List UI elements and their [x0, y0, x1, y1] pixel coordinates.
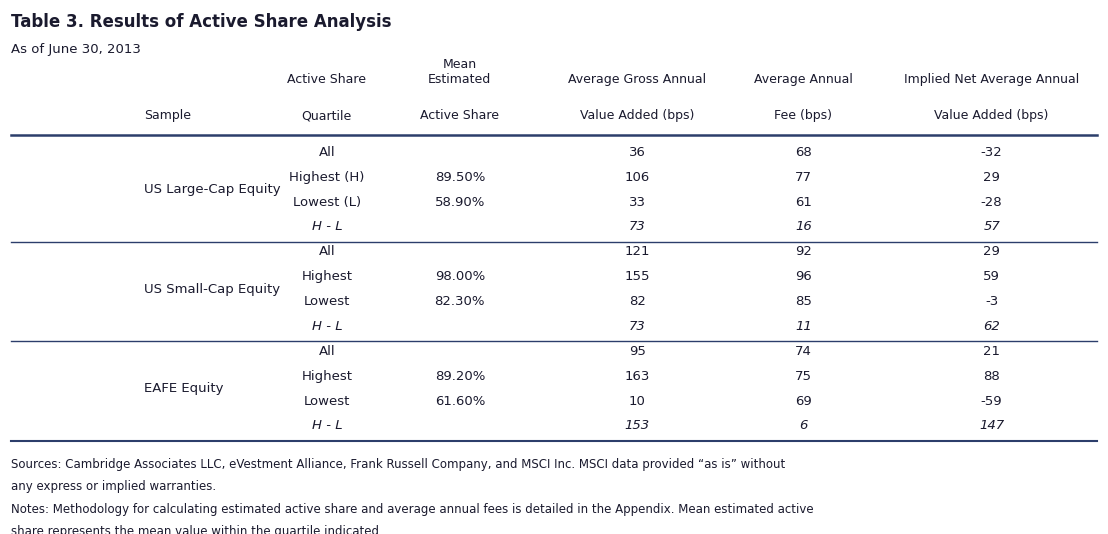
Text: Highest: Highest: [301, 270, 352, 283]
Text: Value Added (bps): Value Added (bps): [579, 109, 695, 122]
Text: 82: 82: [628, 295, 646, 308]
Text: 121: 121: [624, 245, 650, 258]
Text: 61.60%: 61.60%: [434, 395, 485, 407]
Text: All: All: [318, 146, 336, 159]
Text: Active Share: Active Share: [287, 73, 367, 86]
Text: H - L: H - L: [311, 221, 342, 233]
Text: any express or implied warranties.: any express or implied warranties.: [11, 481, 216, 493]
Text: 61: 61: [794, 195, 812, 209]
Text: 75: 75: [794, 370, 812, 383]
Text: 82.30%: 82.30%: [434, 295, 485, 308]
Text: Lowest (L): Lowest (L): [293, 195, 361, 209]
Text: Fee (bps): Fee (bps): [774, 109, 832, 122]
Text: 69: 69: [794, 395, 812, 407]
Text: Mean
Estimated: Mean Estimated: [428, 58, 492, 86]
Text: share represents the mean value within the quartile indicated.: share represents the mean value within t…: [11, 525, 383, 534]
Text: 11: 11: [794, 320, 812, 333]
Text: 16: 16: [794, 221, 812, 233]
Text: 96: 96: [794, 270, 812, 283]
Text: Lowest: Lowest: [304, 295, 350, 308]
Text: Notes: Methodology for calculating estimated active share and average annual fee: Notes: Methodology for calculating estim…: [11, 502, 813, 516]
Text: 98.00%: 98.00%: [434, 270, 485, 283]
Text: Average Gross Annual: Average Gross Annual: [568, 73, 706, 86]
Text: 21: 21: [983, 345, 1001, 358]
Text: 89.50%: 89.50%: [434, 171, 485, 184]
Text: 74: 74: [794, 345, 812, 358]
Text: All: All: [318, 245, 336, 258]
Text: 59: 59: [983, 270, 1001, 283]
Text: 29: 29: [983, 171, 1001, 184]
Text: 62: 62: [983, 320, 1001, 333]
Text: 36: 36: [628, 146, 646, 159]
Text: As of June 30, 2013: As of June 30, 2013: [11, 43, 141, 56]
Text: Highest (H): Highest (H): [289, 171, 365, 184]
Text: Quartile: Quartile: [301, 109, 352, 122]
Text: -3: -3: [985, 295, 998, 308]
Text: Active Share: Active Share: [420, 109, 500, 122]
Text: US Small-Cap Equity: US Small-Cap Equity: [144, 282, 280, 296]
Text: -59: -59: [981, 395, 1003, 407]
Text: 92: 92: [794, 245, 812, 258]
Text: Highest: Highest: [301, 370, 352, 383]
Text: 10: 10: [628, 395, 646, 407]
Text: 147: 147: [979, 420, 1004, 433]
Text: Average Annual: Average Annual: [753, 73, 853, 86]
Text: 33: 33: [628, 195, 646, 209]
Text: Sample: Sample: [144, 109, 191, 122]
Text: -32: -32: [981, 146, 1003, 159]
Text: 155: 155: [624, 270, 650, 283]
Text: 153: 153: [625, 420, 649, 433]
Text: 73: 73: [628, 320, 646, 333]
Text: EAFE Equity: EAFE Equity: [144, 382, 224, 395]
Text: H - L: H - L: [311, 420, 342, 433]
Text: 88: 88: [983, 370, 1001, 383]
Text: 85: 85: [794, 295, 812, 308]
Text: 89.20%: 89.20%: [434, 370, 485, 383]
Text: 106: 106: [625, 171, 649, 184]
Text: 57: 57: [983, 221, 1001, 233]
Text: Sources: Cambridge Associates LLC, eVestment Alliance, Frank Russell Company, an: Sources: Cambridge Associates LLC, eVest…: [11, 458, 786, 471]
Text: 68: 68: [794, 146, 812, 159]
Text: 73: 73: [628, 221, 646, 233]
Text: US Large-Cap Equity: US Large-Cap Equity: [144, 183, 280, 196]
Text: Value Added (bps): Value Added (bps): [934, 109, 1049, 122]
Text: Implied Net Average Annual: Implied Net Average Annual: [904, 73, 1079, 86]
Text: 95: 95: [628, 345, 646, 358]
Text: 29: 29: [983, 245, 1001, 258]
Text: 163: 163: [625, 370, 649, 383]
Text: 6: 6: [799, 420, 808, 433]
Text: H - L: H - L: [311, 320, 342, 333]
Text: 58.90%: 58.90%: [434, 195, 485, 209]
Text: Table 3. Results of Active Share Analysis: Table 3. Results of Active Share Analysi…: [11, 13, 391, 31]
Text: All: All: [318, 345, 336, 358]
Text: -28: -28: [981, 195, 1003, 209]
Text: 77: 77: [794, 171, 812, 184]
Text: Lowest: Lowest: [304, 395, 350, 407]
